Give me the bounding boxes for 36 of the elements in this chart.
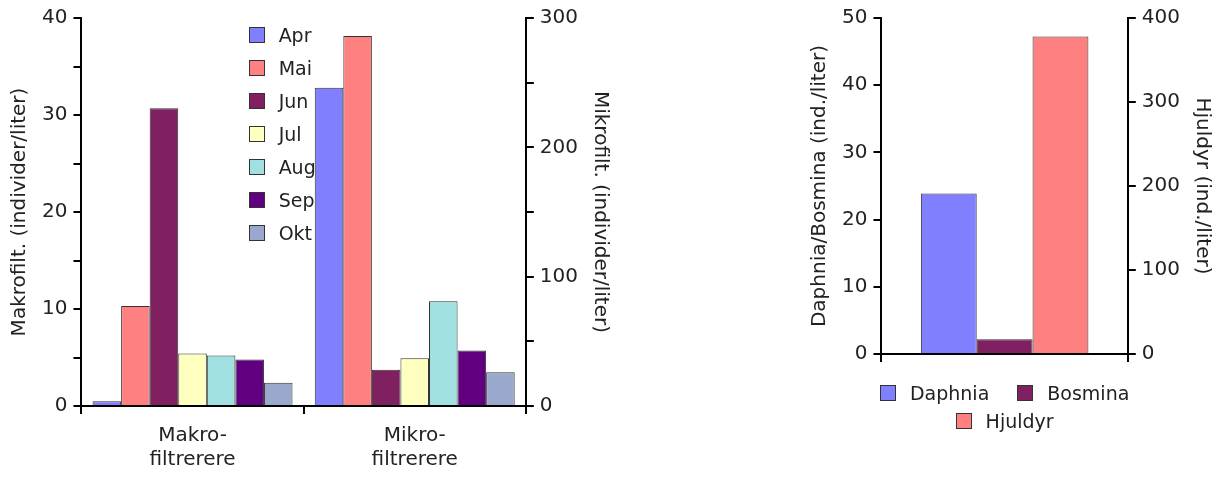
legend-label: Jul (278, 123, 302, 145)
y-tick-label: 50 (842, 4, 868, 29)
y-axis-title: Makrofilt. (individer/liter) (6, 87, 31, 337)
y-tick-label: 20 (42, 198, 68, 223)
legend-label: Daphnia (909, 382, 990, 404)
x-tick-label: Makro- filtrerere (149, 422, 236, 471)
y2-tick-label: 300 (539, 4, 579, 29)
y2-tick-label: 400 (1141, 4, 1181, 29)
y2-tick-label: 0 (1141, 340, 1155, 365)
legend-label: Bosmina (1047, 382, 1130, 404)
y-tick-label: 30 (842, 138, 868, 163)
y2-tick-label: 0 (539, 392, 553, 417)
y-tick-label: 30 (42, 101, 68, 126)
legend-label: Apr (278, 24, 312, 46)
y-tick-label: 40 (842, 71, 868, 96)
y2-tick-label: 200 (539, 133, 579, 158)
legend-label: Aug (278, 156, 316, 178)
legend-label: Jun (278, 90, 309, 112)
y2-axis-title: Hjuldyr (ind./liter) (1191, 97, 1216, 275)
x-tick-label: Mikro- filtrerere (371, 422, 458, 471)
y-axis-title: Daphnia/Bosmina (ind./liter) (806, 44, 831, 328)
y-tick-label: 0 (854, 340, 868, 365)
y-tick-label: 20 (842, 205, 868, 230)
y2-tick-label: 200 (1141, 172, 1181, 197)
legend-label: Sep (278, 189, 315, 211)
y2-tick-label: 100 (1141, 256, 1181, 281)
y-tick-label: 10 (42, 295, 68, 320)
legend-label: Mai (278, 57, 312, 79)
y2-tick-label: 100 (539, 262, 579, 287)
legend-label: Hjuldyr (985, 410, 1054, 432)
y-tick-label: 10 (842, 273, 868, 297)
legend-label: Okt (278, 222, 313, 244)
y2-axis-title: Mikrofilt. (individer/liter) (589, 90, 614, 334)
y2-tick-label: 300 (1141, 88, 1181, 113)
y-tick-label: 0 (54, 392, 68, 417)
y-tick-label: 40 (42, 4, 68, 29)
